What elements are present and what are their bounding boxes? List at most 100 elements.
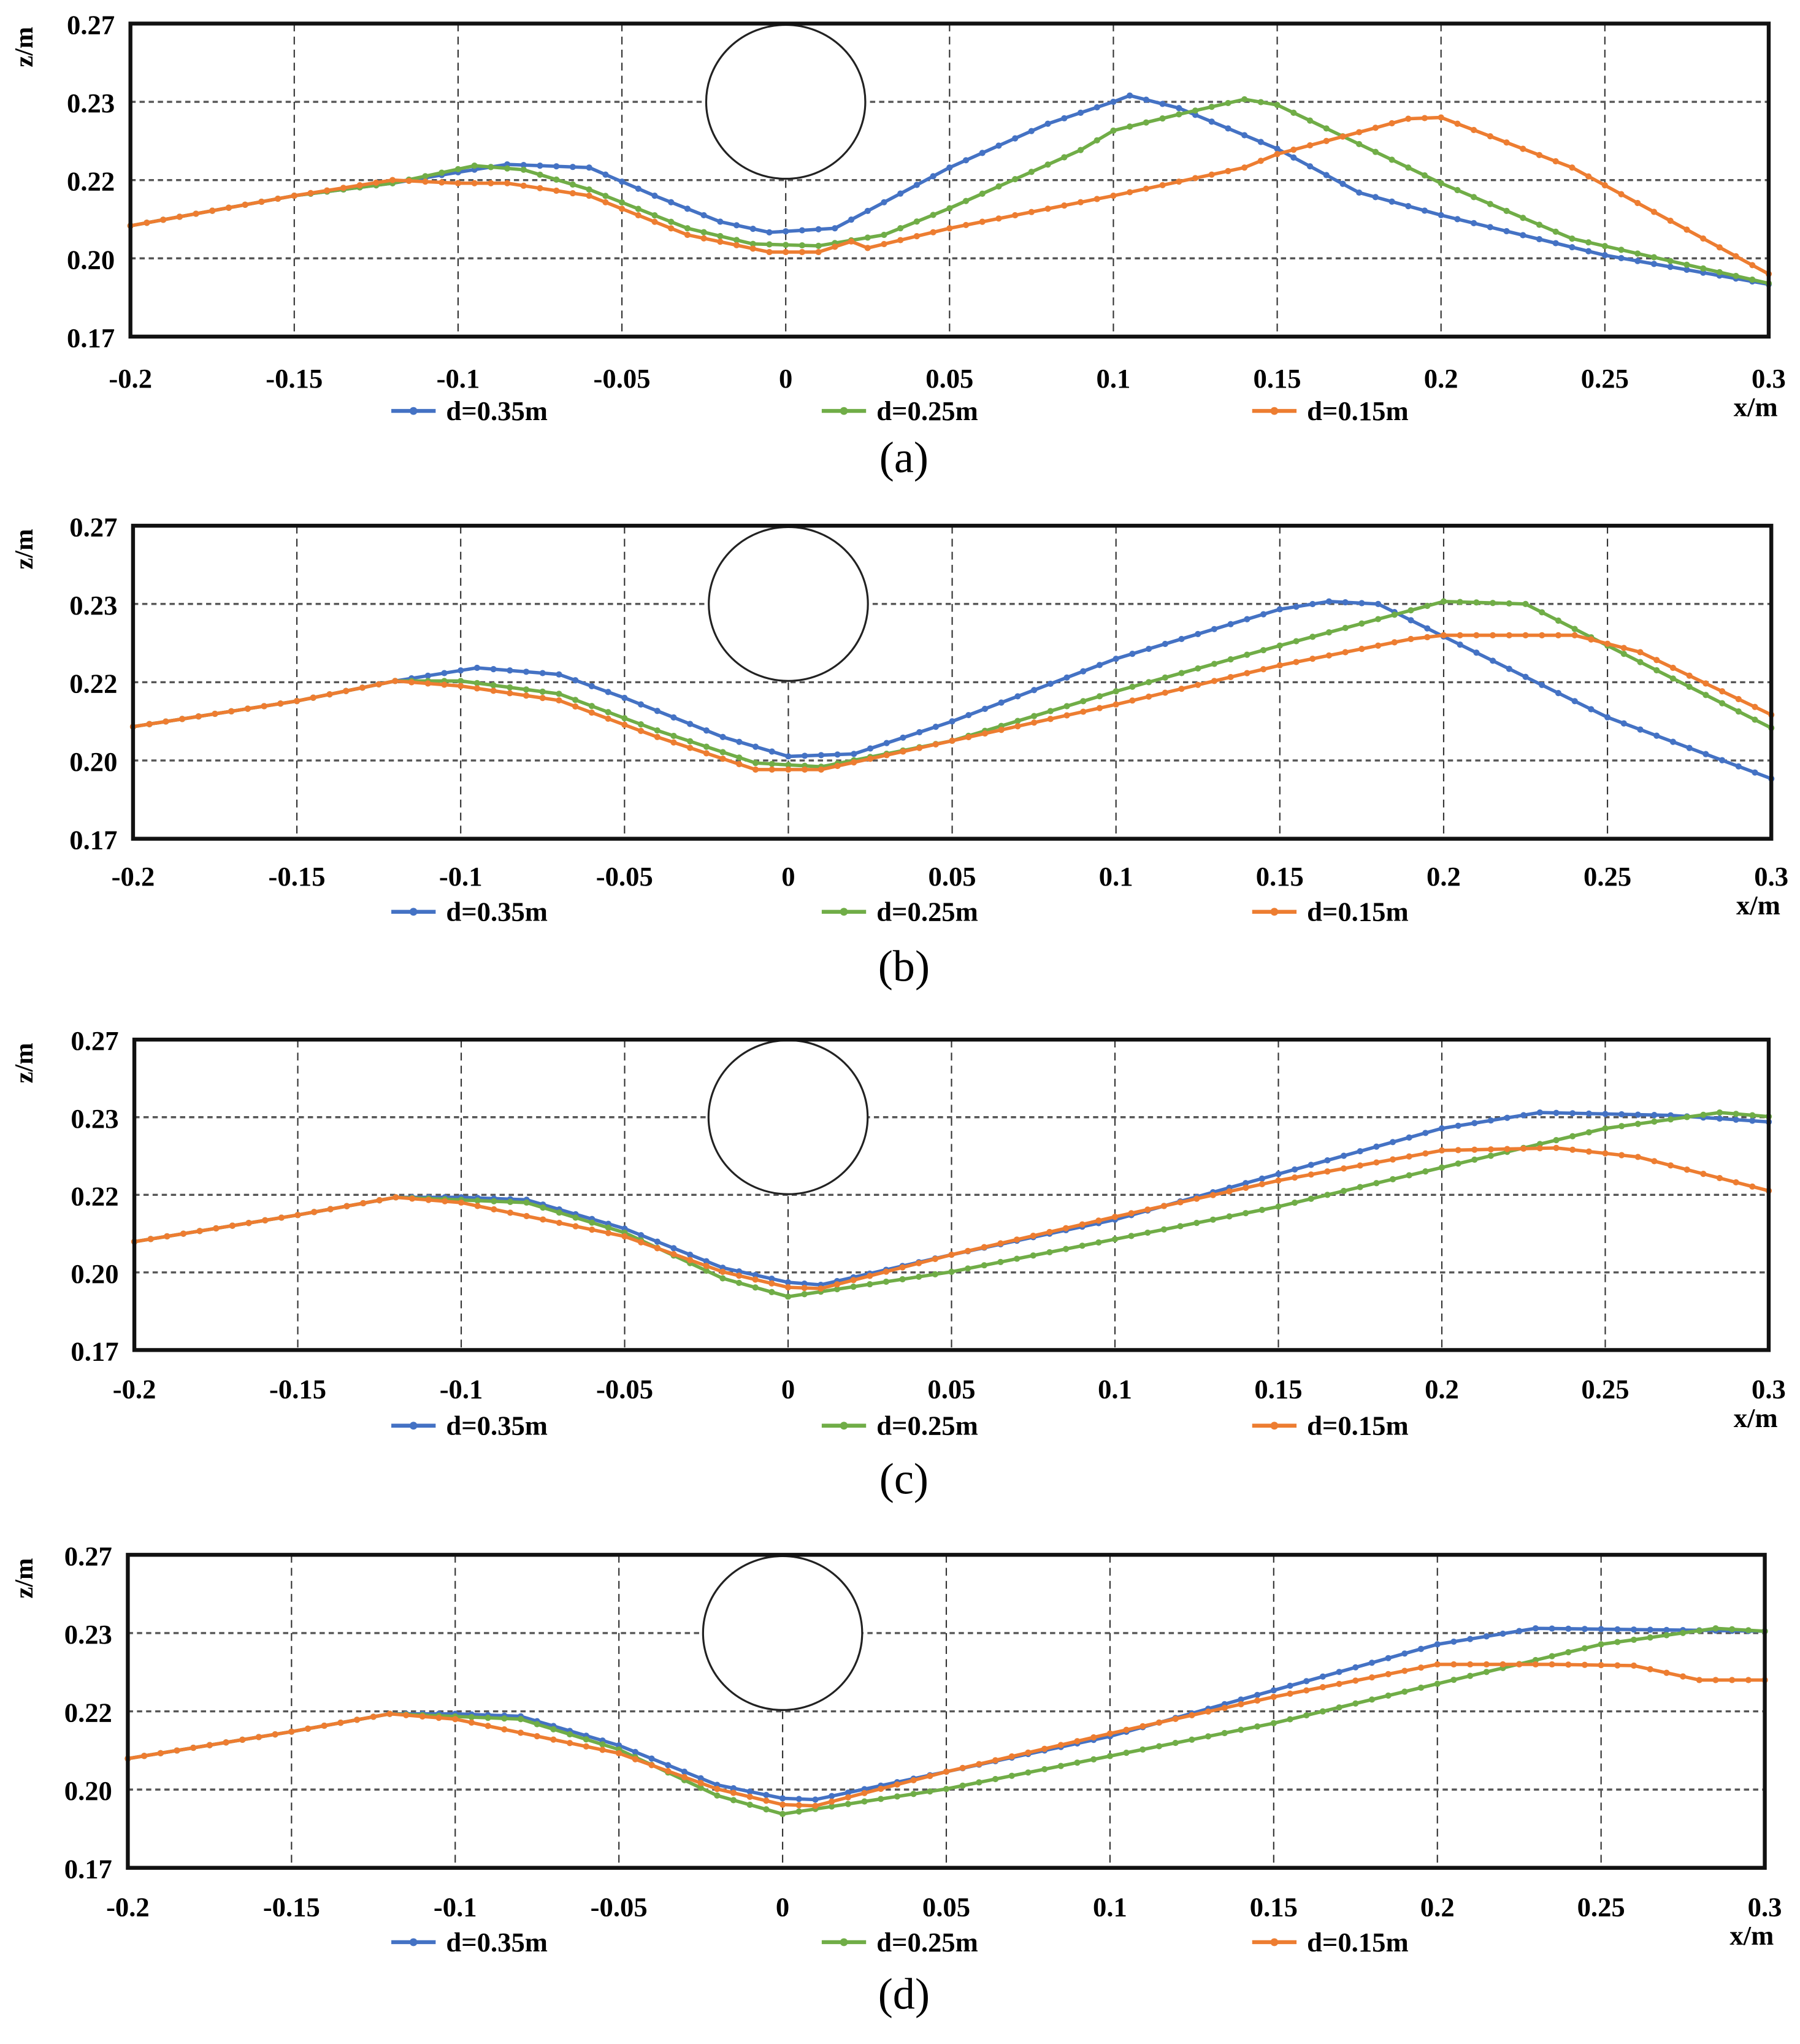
data-point [651,193,658,199]
data-point [209,207,216,214]
data-point [1110,98,1117,105]
data-point [1598,1641,1604,1648]
x-tick-label: -0.15 [269,1374,326,1404]
data-point [1373,1143,1380,1150]
data-point [1553,1144,1560,1151]
data-point [965,711,972,719]
data-point [795,1802,802,1809]
y-axis-label: z/m [10,1558,39,1599]
data-point [878,1785,884,1792]
data-point [1487,201,1493,207]
x-tick-label: -0.2 [112,861,155,892]
data-point [1450,1677,1457,1683]
data-point [213,1225,220,1232]
data-point [965,733,972,741]
data-point [850,1284,857,1290]
data-point [422,178,429,185]
data-point [572,703,579,710]
data-point [687,738,694,744]
data-point [1749,262,1756,269]
data-point [1555,617,1562,624]
data-point [1357,1162,1363,1169]
data-point [272,1731,278,1738]
data-point [1293,638,1300,645]
y-axis-label: z/m [10,1043,39,1083]
x-axis-label: x/m [1729,1920,1774,1951]
data-point [424,680,431,687]
data-point [1074,1759,1081,1766]
data-point [1536,1145,1543,1152]
data-point [864,207,871,215]
data-point [1455,1160,1461,1167]
data-point [1473,632,1480,639]
data-point [1489,632,1496,639]
data-point [818,752,824,759]
data-point [1123,1750,1130,1756]
data-point [1342,624,1349,632]
data-point [1028,209,1035,215]
data-point [491,1198,497,1204]
data-point [1457,632,1463,639]
data-point [1647,1666,1653,1672]
data-point [1096,693,1103,700]
data-point [965,1247,971,1254]
data-point [930,229,936,235]
data-point [1516,1661,1523,1668]
data-point [998,727,1005,733]
data-point [867,1280,873,1288]
data-point [1696,1627,1702,1634]
data-point [668,199,675,205]
data-point [1324,1157,1331,1164]
data-point [1155,1719,1163,1726]
data-point [190,1744,197,1751]
data-point [815,242,822,249]
data-point [1014,1236,1021,1243]
data-point [1227,673,1234,681]
data-point [1718,757,1726,764]
data-point [763,1791,770,1799]
data-point [589,1226,596,1233]
data-point [1569,243,1576,251]
data-point [1077,199,1084,205]
data-point [962,221,970,229]
data-point [616,1750,622,1757]
data-point [1487,1146,1495,1153]
data-point [1503,139,1510,146]
data-point [1160,1203,1168,1209]
data-point [1014,1255,1021,1262]
data-point [1569,1146,1576,1153]
data-point [997,1258,1004,1265]
data-point [599,1741,606,1748]
data-point [1226,1213,1233,1220]
data-point [1358,600,1365,607]
x-tick-label: -0.05 [594,363,651,394]
data-point [1177,1199,1184,1206]
data-point [654,1245,661,1252]
data-point [1319,1708,1327,1715]
y-tick-label: 0.23 [71,1103,118,1134]
data-point [458,1199,465,1206]
data-point [897,237,904,243]
data-point [785,766,792,773]
data-point [1192,107,1199,114]
data-point [638,1232,645,1239]
data-point [1113,656,1119,662]
data-point [1373,1159,1380,1166]
data-point [1637,649,1644,656]
data-point [1553,1109,1560,1116]
data-point [1647,1634,1653,1641]
data-point [651,218,658,225]
x-tick-label: -0.1 [434,1891,477,1922]
data-point [1146,693,1152,700]
chart-panel-a: -0.2 -0.15 -0.1 -0.05 0 0.05 0.1 0.15 0.2 0.25 0.3… [10,9,1786,482]
data-point [474,1203,481,1209]
data-point [714,1792,721,1799]
y-tick-label: 0.22 [67,166,115,197]
data-point [1569,1110,1576,1117]
y-tick-label: 0.27 [71,1025,118,1056]
data-point [1041,1745,1048,1752]
data-point [1733,1179,1739,1186]
data-point [1358,646,1365,653]
data-point [850,1277,857,1284]
data-point [1260,647,1267,654]
